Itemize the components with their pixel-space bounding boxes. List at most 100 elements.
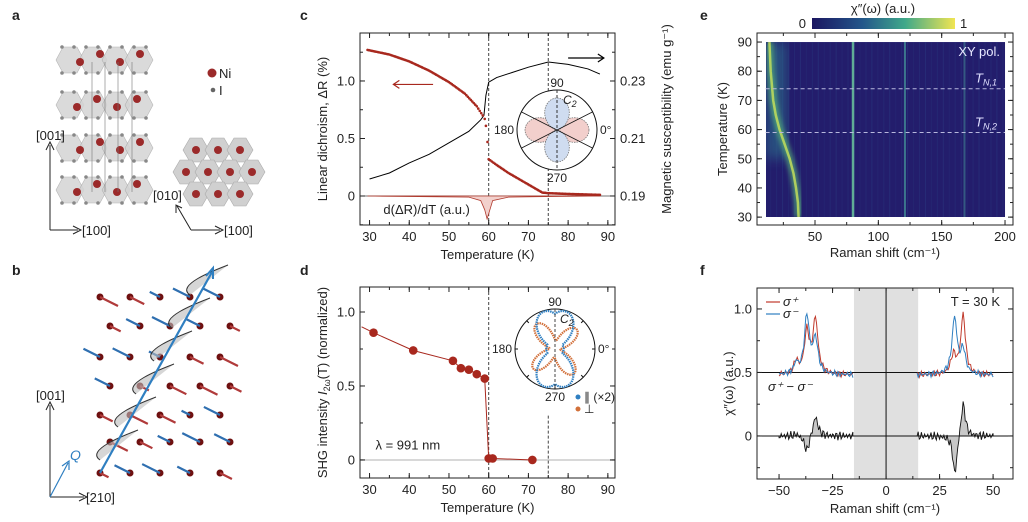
spin-arrow-blue: [151, 316, 171, 327]
ni-atom: [214, 146, 222, 154]
ni-legend-label: Ni: [219, 66, 231, 81]
sigma-minus-spectrum: [778, 312, 854, 378]
susceptibility-curve: [369, 61, 601, 180]
parallel-shg-curve: [535, 309, 575, 389]
dichroism-point: [475, 104, 479, 108]
ni-atom: [214, 190, 222, 198]
spin-arrow-red: [99, 296, 119, 307]
i-atom: [132, 133, 136, 137]
ni-atom: [192, 190, 200, 198]
dichroism-point: [483, 117, 487, 121]
axis-arrows-b: [45, 400, 89, 502]
spin-arrow-red: [229, 385, 242, 393]
spin-arrow-blue: [181, 432, 201, 443]
i-atom: [96, 175, 100, 179]
i-atom: [60, 90, 64, 94]
i-atom: [120, 90, 124, 94]
i-atom: [132, 71, 136, 75]
y-tick-label: 0: [348, 189, 355, 204]
i-atom: [60, 133, 64, 137]
axis-label-100: [100]: [82, 223, 111, 238]
spin-arrow-red: [169, 385, 187, 396]
i-atom: [84, 90, 88, 94]
symmetry-label-sub: 2: [571, 99, 577, 109]
y-axis-label: SHG intensity I2ω(T) (normalized): [315, 287, 332, 478]
i-atom: [72, 116, 76, 120]
i-atom: [84, 175, 88, 179]
y-tick-label: 50: [738, 151, 752, 166]
ni-atom: [236, 190, 244, 198]
i-atom: [84, 116, 88, 120]
x-tick-label: 70: [521, 229, 535, 244]
y-tick-label: 80: [738, 64, 752, 79]
i-atom: [144, 90, 148, 94]
ni-atom: [93, 95, 101, 103]
x-tick-label: 30: [362, 229, 376, 244]
i-atom: [84, 159, 88, 163]
axis-label-001: [001]: [36, 128, 65, 143]
polar-tick: [580, 374, 584, 378]
y-axis-label-part: I: [315, 391, 330, 395]
x-tick-label: 25: [932, 483, 946, 498]
spin-arrow-red: [219, 472, 233, 480]
x-tick-label: 40: [402, 482, 416, 497]
i-atom: [96, 116, 100, 120]
ni-atom: [136, 138, 144, 146]
shg-point: [528, 455, 537, 465]
x-tick-label: 80: [561, 229, 575, 244]
i-atom: [96, 159, 100, 163]
plot-frame-e: [756, 32, 1014, 226]
x-axis-label: Raman shift (cm⁻¹): [830, 245, 940, 260]
sigma-minus-spectrum: [916, 315, 994, 379]
temperature-label: T = 30 K: [951, 294, 1001, 309]
i-atom: [60, 45, 64, 49]
axis-arrows-top: [175, 204, 225, 235]
i-atom: [120, 45, 124, 49]
i-legend-dot: [210, 87, 216, 93]
x-tick-label: 60: [481, 229, 495, 244]
neel-temperature-label: TN,2: [975, 115, 997, 132]
spin-arrow-red: [129, 296, 145, 306]
y-tick-label: 0: [348, 452, 355, 467]
i-atom: [132, 45, 136, 49]
i-atom: [132, 90, 136, 94]
spin-arrow-blue: [203, 405, 221, 416]
dichroism-point: [476, 107, 480, 110]
i-atom: [60, 116, 64, 120]
polar-tick: [580, 320, 584, 324]
spin-helix-illustration: [82, 264, 242, 480]
y-tick-label: 1.0: [337, 73, 355, 88]
y-tick-label: 90: [738, 35, 752, 50]
ni-atom: [73, 103, 81, 111]
symmetry-label-sub: 2: [568, 318, 574, 328]
dichroism-point: [479, 111, 483, 115]
ni-atom: [226, 168, 234, 176]
plot-frame-f: [756, 287, 1014, 480]
spin-arrow-blue: [149, 290, 161, 298]
colorbar-max-label: 1: [960, 16, 967, 31]
symmetry-label: C2: [560, 312, 574, 328]
y-axis-label-right: Magnetic susceptibility (emu g⁻¹): [659, 24, 674, 214]
i-atom: [144, 45, 148, 49]
i-atom: [132, 116, 136, 120]
polar-label-180: 180: [494, 123, 514, 137]
ni-atom: [73, 188, 81, 196]
i-atom: [144, 133, 148, 137]
i-atom: [60, 71, 64, 75]
ni-atom: [236, 146, 244, 154]
i-atom: [144, 116, 148, 120]
i-atom: [96, 71, 100, 75]
colorbar: [812, 18, 955, 29]
dichroism-point: [481, 114, 485, 117]
difference-spectrum: [778, 416, 854, 452]
panel-label-e: e: [700, 7, 708, 23]
polar-inset-c: [516, 89, 598, 171]
x-tick-label: 50: [442, 482, 456, 497]
y-tick-label: 30: [738, 210, 752, 225]
x-tick-label: 60: [481, 482, 495, 497]
i-atom: [96, 133, 100, 137]
i-atom: [132, 201, 136, 205]
difference-spectrum: [916, 401, 994, 473]
i-atom: [60, 175, 64, 179]
